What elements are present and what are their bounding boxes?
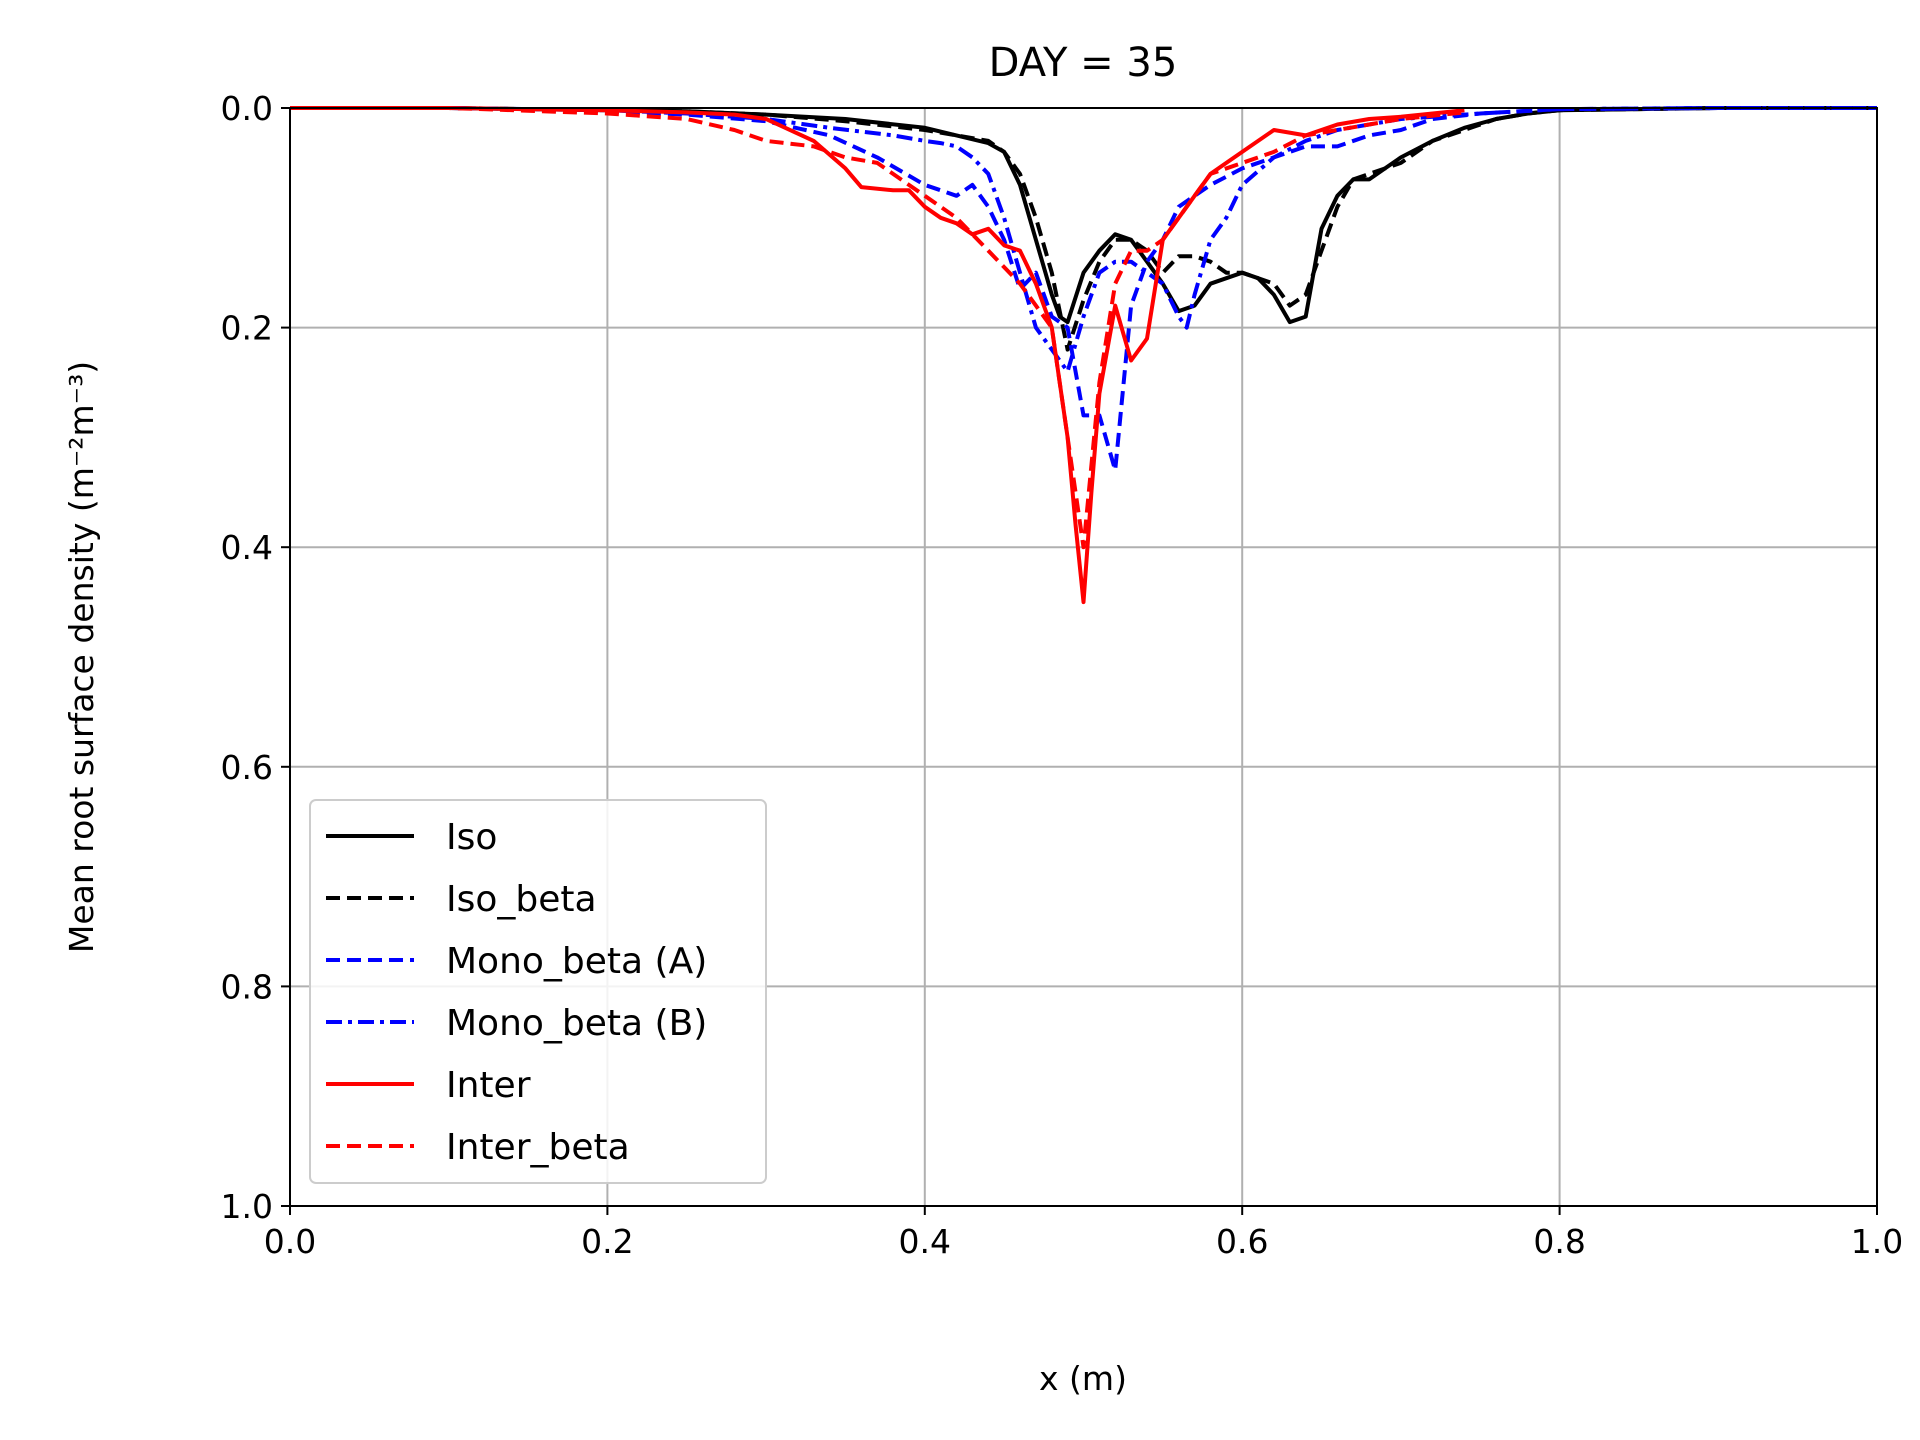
legend-label: Mono_beta (B)	[446, 1003, 707, 1044]
legend-items: Iso Iso_beta Mono_beta (A) Mono_beta (B) Int…	[326, 817, 707, 1168]
legend-label: Iso	[446, 817, 497, 858]
x-tick-label: 1.0	[1851, 1222, 1903, 1261]
y-tick-label: 1.0	[221, 1187, 273, 1226]
legend-label: Mono_beta (A)	[446, 941, 707, 982]
ticks: 0.0 0.2 0.4 0.6 0.8 1.00.00.20.40.60.81.0	[221, 89, 1904, 1261]
chart-title: DAY = 35	[989, 40, 1178, 86]
legend: Iso Iso_beta Mono_beta (A) Mono_beta (B) Int…	[309, 799, 767, 1184]
legend-label: Inter	[446, 1065, 531, 1106]
grid	[289, 107, 1878, 1207]
x-axis-label: x (m)	[1039, 1359, 1127, 1398]
series-layer	[290, 106, 1877, 605]
series-line-2	[290, 106, 1877, 352]
y-tick-label: 0.0	[221, 89, 273, 128]
series-line-6	[290, 106, 1465, 550]
y-tick-label: 0.4	[221, 528, 273, 567]
y-tick-label: 0.6	[221, 748, 273, 787]
legend-box	[309, 799, 767, 1184]
y-tick-label: 0.2	[221, 309, 273, 348]
legend-label: Iso_beta	[446, 879, 597, 920]
plot-frame	[289, 107, 1878, 1207]
x-tick-label: 0.2	[581, 1222, 633, 1261]
x-tick-label: 0.6	[1216, 1222, 1268, 1261]
x-tick-label: 0.0	[264, 1222, 316, 1261]
series-line-4	[290, 106, 1877, 374]
y-tick-label: 0.8	[221, 967, 273, 1006]
legend-label: Inter_beta	[446, 1127, 630, 1168]
x-tick-label: 0.4	[899, 1222, 951, 1261]
x-tick-label: 0.8	[1533, 1222, 1585, 1261]
y-axis-label: Mean root surface density (m⁻²m⁻³)	[62, 361, 101, 953]
